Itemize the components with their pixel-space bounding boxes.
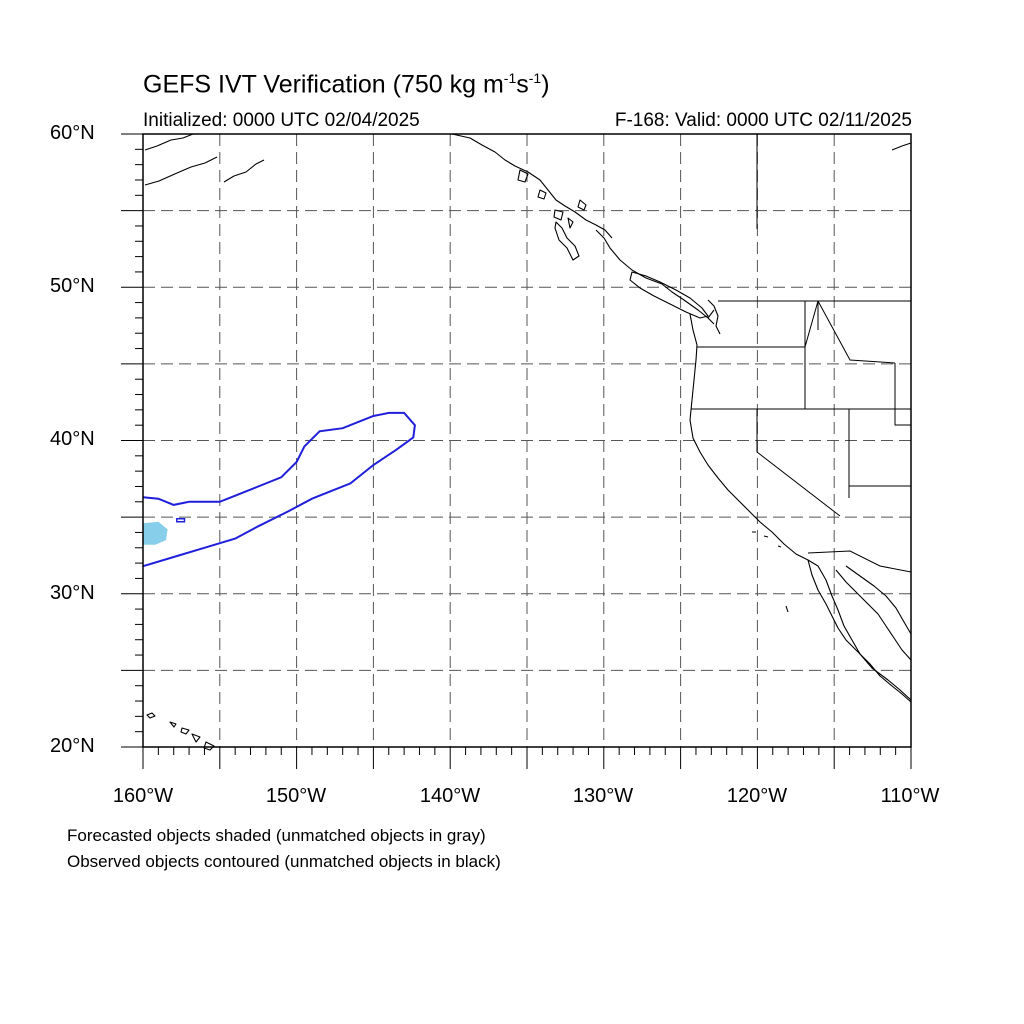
puget-sound	[707, 299, 721, 335]
coastlines	[144, 133, 912, 751]
forecast-object-shaded	[143, 521, 168, 545]
baja-coast	[807, 559, 912, 703]
alaska-islands	[517, 169, 587, 229]
lon-label: 140°W	[419, 785, 481, 807]
alaska-coast	[451, 133, 613, 239]
lat-label: 40°N	[50, 428, 95, 450]
lon-label: 150°W	[265, 785, 327, 807]
init-time-label: Initialized: 0000 UTC 02/04/2025	[143, 110, 420, 131]
alaska-west	[891, 142, 912, 151]
vancouver-island	[629, 271, 709, 319]
map-title: GEFS IVT Verification (750 kg m-1s-1)	[143, 70, 550, 99]
lon-label: 120°W	[726, 785, 788, 807]
aleutians	[144, 133, 265, 186]
valid-time-label: F-168: Valid: 0000 UTC 02/11/2025	[614, 110, 912, 131]
idaho-border	[804, 300, 819, 409]
lat-label: 20°N	[50, 735, 95, 757]
lon-label: 160°W	[112, 785, 174, 807]
legend-forecast: Forecasted objects shaded (unmatched obj…	[67, 826, 486, 845]
lat-label: 50°N	[50, 275, 95, 297]
montana-wy	[817, 300, 896, 364]
lon-label: 130°W	[572, 785, 634, 807]
canada-provinces	[756, 134, 911, 426]
axis-ticks	[121, 133, 912, 769]
lat-label: 30°N	[50, 582, 95, 604]
lat-label: 60°N	[50, 122, 95, 144]
gulf-california	[835, 569, 912, 661]
lon-label: 110°W	[880, 785, 940, 807]
us-mexico-border	[807, 550, 912, 573]
lat-lon-grid	[143, 134, 911, 747]
observed-small-object	[176, 517, 186, 523]
nv-ca-border	[756, 409, 841, 517]
mexico-mainland	[845, 565, 912, 635]
wa-or-border	[697, 301, 806, 348]
haida-gwaii	[554, 221, 580, 261]
us-west-coast	[689, 313, 912, 701]
political-borders	[691, 134, 912, 573]
map-frame	[142, 133, 912, 748]
bc-coast	[595, 229, 715, 325]
legend-observed: Observed objects contoured (unmatched ob…	[67, 852, 501, 871]
hawaii-islands	[146, 712, 215, 751]
channel-islands	[752, 531, 789, 613]
observed-object-contour	[142, 411, 416, 568]
